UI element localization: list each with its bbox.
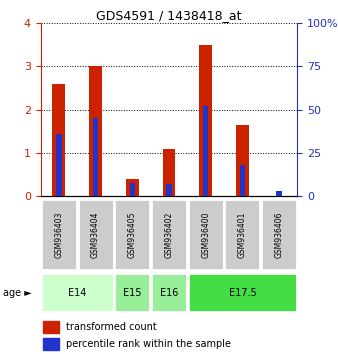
- Text: GSM936400: GSM936400: [201, 211, 210, 258]
- Text: GSM936405: GSM936405: [128, 211, 137, 258]
- Text: percentile rank within the sample: percentile rank within the sample: [66, 339, 231, 349]
- Text: E17.5: E17.5: [228, 288, 256, 298]
- Bar: [126, 179, 139, 196]
- Bar: [52, 84, 65, 196]
- Bar: [166, 184, 172, 196]
- FancyBboxPatch shape: [78, 199, 114, 270]
- Text: E16: E16: [160, 288, 178, 298]
- Bar: [240, 165, 245, 196]
- Text: GSM936401: GSM936401: [238, 211, 247, 258]
- FancyBboxPatch shape: [188, 199, 224, 270]
- Text: transformed count: transformed count: [66, 322, 157, 332]
- Text: GSM936406: GSM936406: [274, 211, 284, 258]
- Title: GDS4591 / 1438418_at: GDS4591 / 1438418_at: [96, 9, 242, 22]
- FancyBboxPatch shape: [151, 273, 187, 313]
- Text: GSM936402: GSM936402: [165, 211, 173, 258]
- Bar: [56, 134, 62, 196]
- Text: GSM936403: GSM936403: [54, 211, 64, 258]
- FancyBboxPatch shape: [114, 273, 150, 313]
- FancyBboxPatch shape: [224, 199, 260, 270]
- Bar: [236, 125, 249, 196]
- FancyBboxPatch shape: [41, 273, 114, 313]
- Bar: [163, 149, 175, 196]
- FancyBboxPatch shape: [41, 199, 77, 270]
- Bar: [203, 106, 209, 196]
- Bar: [199, 45, 212, 196]
- Bar: [89, 67, 102, 196]
- Bar: [93, 118, 98, 196]
- Bar: [43, 338, 58, 350]
- Bar: [276, 191, 282, 196]
- FancyBboxPatch shape: [114, 199, 150, 270]
- Text: E15: E15: [123, 288, 142, 298]
- Text: GSM936404: GSM936404: [91, 211, 100, 258]
- Text: E14: E14: [68, 288, 87, 298]
- FancyBboxPatch shape: [261, 199, 297, 270]
- Text: age ►: age ►: [3, 288, 32, 298]
- Bar: [43, 321, 58, 333]
- Bar: [129, 183, 135, 196]
- FancyBboxPatch shape: [188, 273, 297, 313]
- FancyBboxPatch shape: [151, 199, 187, 270]
